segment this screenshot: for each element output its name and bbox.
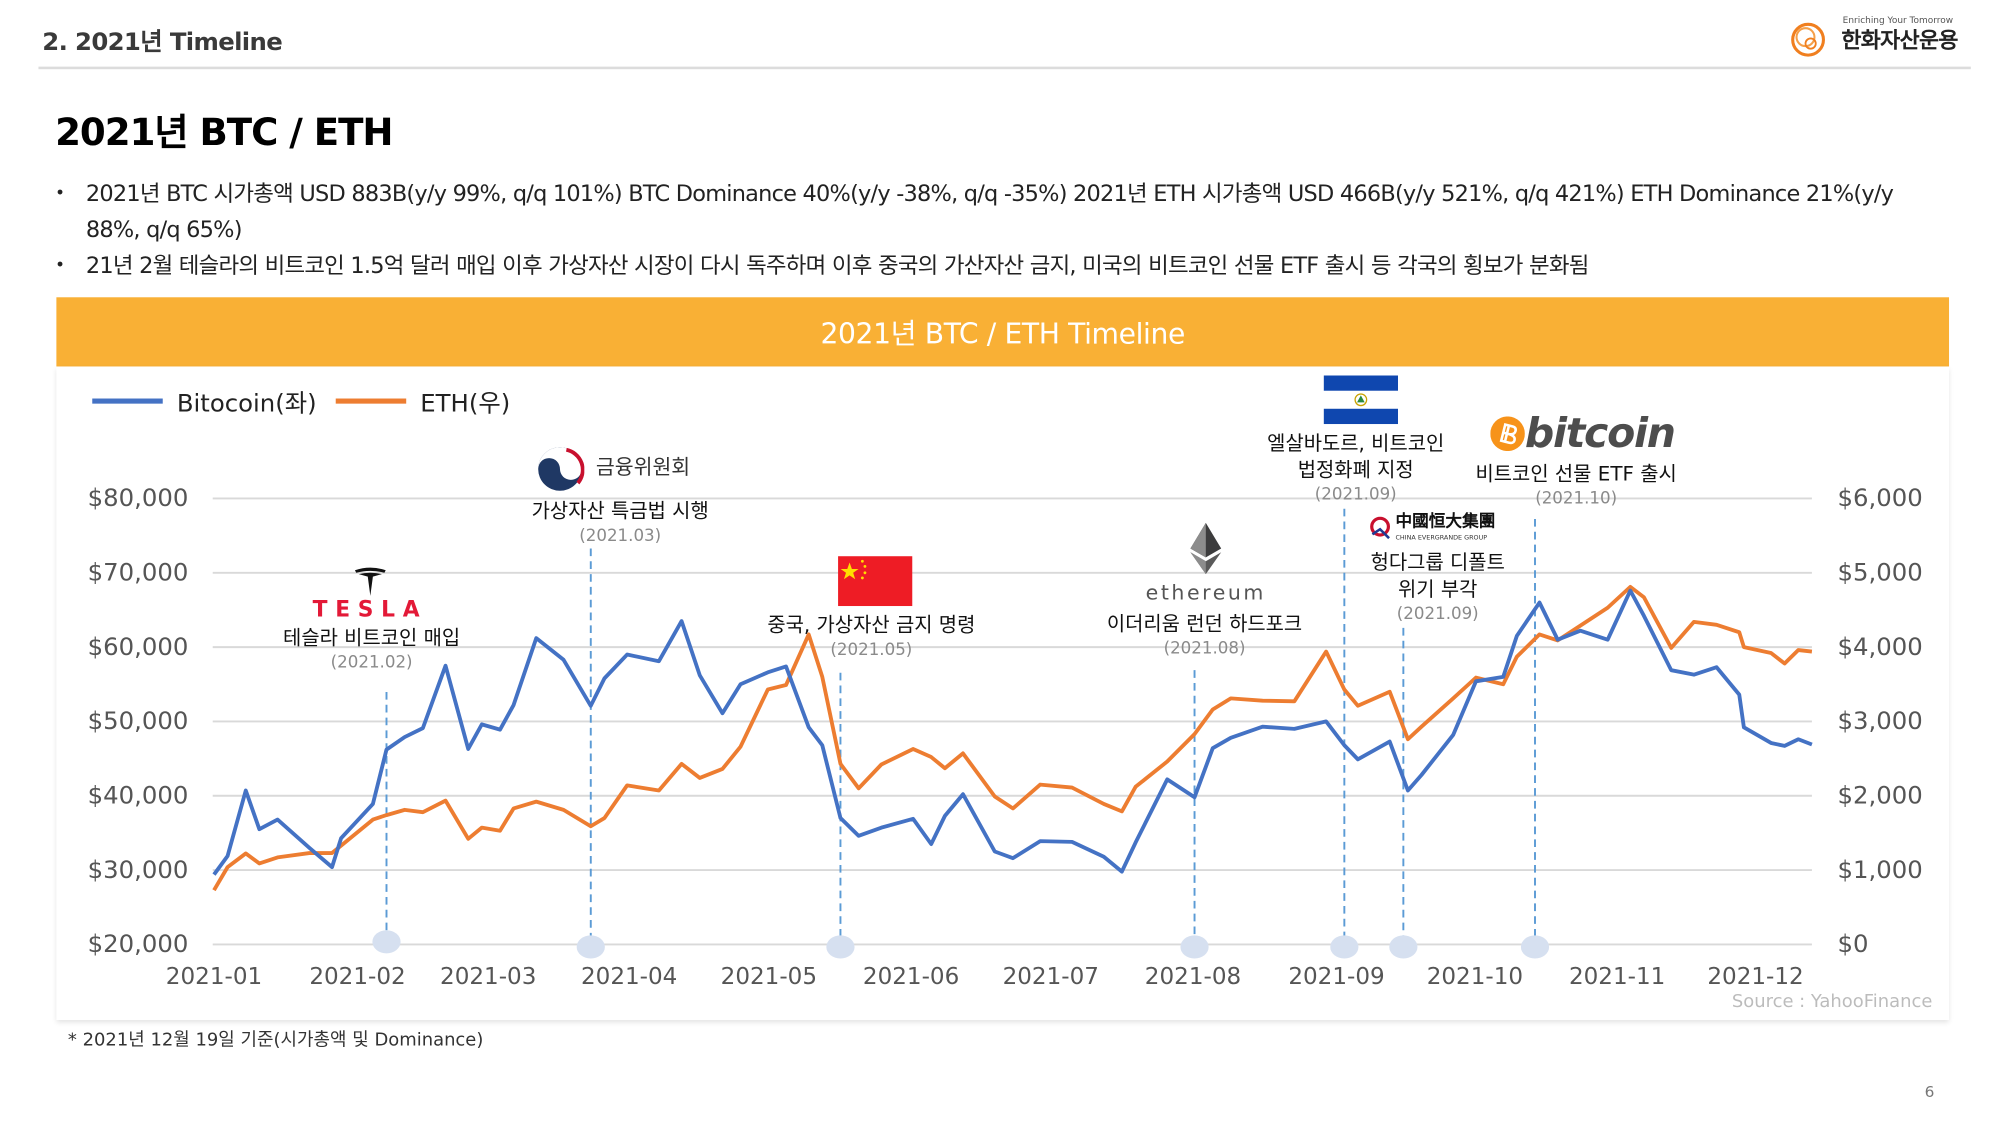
x-tick-label: 2021-07 [1002, 963, 1099, 991]
page-number: 6 [1924, 1082, 1935, 1101]
fsc-taegeuk-icon [538, 447, 585, 491]
legend-swatch-btc [92, 398, 163, 404]
y-right-tick-label: $6,000 [1837, 484, 1923, 513]
legend-label-btc: Bitocoin(좌) [176, 389, 317, 418]
event-marker-dot [372, 930, 401, 954]
evergrande-logo-text: 中國恒大集團 [1395, 512, 1496, 532]
y-right-tick-label: $2,000 [1837, 781, 1923, 810]
ethereum-diamond-icon [1190, 522, 1222, 575]
evergrande-emblem-icon [1370, 516, 1391, 540]
event-marker-dot [1180, 935, 1209, 959]
bitcoin-coin-icon [1490, 416, 1525, 452]
logo-name: 한화자산운용 [1841, 28, 1958, 54]
btc-series-line [212, 588, 1813, 876]
event-date-el-salvador: (2021.09) [1314, 485, 1397, 505]
event-label-fsc: 가상자산 특금법 시행 [531, 499, 709, 523]
ethereum-logo-text: ethereum [1145, 580, 1266, 605]
logo-tagline: Enriching Your Tomorrow [1842, 15, 1954, 26]
y-left-tick-label: $50,000 [87, 707, 189, 736]
china-flag-icon [838, 556, 913, 607]
hanwha-logo: Enriching Your Tomorrow 한화자산운용 [1789, 15, 1981, 66]
event-marker-dot [826, 935, 855, 959]
tesla-logo-text: TESLA [312, 597, 428, 623]
x-tick-label: 2021-05 [720, 963, 818, 991]
y-left-tick-label: $70,000 [87, 558, 189, 587]
event-date-bitcoin-etf: (2021.10) [1535, 489, 1618, 509]
event-date-evergrande: (2021.09) [1396, 604, 1479, 625]
event-label-evergrande-1: 헝다그룹 디폴트 [1370, 551, 1505, 575]
event-date-ethereum: (2021.08) [1163, 639, 1246, 659]
tesla-t-icon [354, 567, 386, 596]
hanwha-swirl-icon [1791, 22, 1825, 57]
chart-source: Source : YahooFinance [1731, 991, 1933, 1013]
x-tick-label: 2021-04 [580, 963, 678, 991]
x-tick-label: 2021-01 [165, 963, 263, 991]
footnote: * 2021년 12월 19일 기준(시가총액 및 Dominance) [67, 1030, 484, 1051]
x-tick-label: 2021-06 [862, 963, 960, 991]
chart-banner: 2021년 BTC / ETH Timeline [56, 297, 1950, 367]
x-tick-label: 2021-03 [440, 963, 537, 991]
x-tick-label: 2021-09 [1288, 963, 1385, 991]
event-label-evergrande-2: 위기 부각 [1398, 577, 1478, 601]
event-date-china: (2021.05) [830, 640, 913, 660]
el-salvador-flag-icon [1323, 375, 1399, 425]
header-divider [38, 66, 1971, 70]
event-label-ethereum: 이더리움 런던 하드포크 [1106, 612, 1303, 636]
event-label-bitcoin-etf: 비트코인 선물 ETF 출시 [1475, 462, 1677, 486]
y-right-tick-label: $3,000 [1837, 707, 1923, 736]
x-tick-label: 2021-12 [1707, 963, 1804, 991]
y-right-tick-label: $1,000 [1837, 855, 1923, 885]
event-marker-dot [576, 935, 605, 959]
fsc-logo-text: 금융위원회 [595, 454, 691, 480]
legend-swatch-eth [335, 398, 407, 404]
event-marker-dot [1389, 935, 1418, 959]
y-left-tick-label: $40,000 [87, 781, 189, 810]
evergrande-logo-subtext: CHINA EVERGRANDE GROUP [1395, 534, 1488, 543]
y-right-tick-label: $0 [1837, 930, 1869, 959]
legend-label-eth: ETH(우) [420, 389, 511, 418]
y-left-tick-label: $20,000 [87, 930, 189, 959]
chart-card [56, 366, 1950, 1021]
x-tick-label: 2021-02 [309, 963, 406, 991]
y-right-tick-label: $4,000 [1837, 633, 1923, 662]
y-left-tick-label: $60,000 [87, 633, 189, 662]
event-label-china: 중국, 가상자산 금지 명령 [767, 613, 976, 637]
summary-bullets: 2021년 BTC 시가총액 USD 883B(y/y 99%, q/q 101… [55, 177, 1949, 285]
x-tick-label: 2021-10 [1426, 963, 1524, 991]
event-label-el-salvador-2: 법정화폐 지정 [1297, 458, 1414, 482]
event-label-tesla: 테슬라 비트코인 매입 [283, 626, 461, 650]
event-label-el-salvador-1: 엘살바도르, 비트코인 [1267, 431, 1445, 455]
event-marker-dot [1330, 935, 1359, 959]
bitcoin-logo-text: bitcoin [1524, 408, 1676, 458]
x-tick-label: 2021-11 [1568, 963, 1666, 991]
page-title: 2021년 BTC / ETH [55, 110, 393, 154]
y-right-tick-label: $5,000 [1837, 558, 1923, 587]
event-marker-dot [1520, 935, 1550, 959]
y-left-tick-label: $80,000 [87, 484, 189, 513]
event-date-tesla: (2021.02) [330, 653, 413, 673]
y-left-tick-label: $30,000 [87, 855, 189, 885]
eth-series-line [212, 584, 1813, 892]
bullet-item: 21년 2월 테슬라의 비트코인 1.5억 달러 매입 이후 가상자산 시장이 … [55, 249, 1949, 285]
bullet-item: 2021년 BTC 시가총액 USD 883B(y/y 99%, q/q 101… [55, 177, 1949, 249]
section-title: 2. 2021년 Timeline [42, 28, 283, 57]
x-tick-label: 2021-08 [1144, 963, 1242, 991]
event-date-fsc: (2021.03) [579, 526, 662, 546]
